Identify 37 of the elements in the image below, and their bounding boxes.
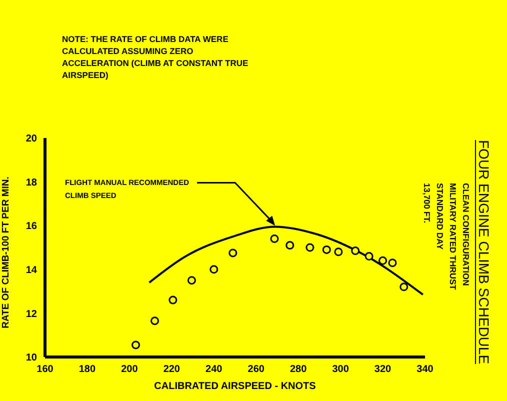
y-tick-label: 16 [26,221,38,232]
y-tick-label: 14 [26,264,38,276]
point [150,316,160,326]
x-tick-label: 220 [163,364,180,376]
point [132,340,140,350]
x-axis-title: CALIBRATED AIRSPEED - KNOTS [154,381,316,392]
text: NOTE: THE RATE OF CLIMB DATA WERE CALCULATED ASSUMING ZERO ACCELERATION (CLIMB AT CONSTANT TRUE AIRSPEED) [62,33,250,81]
x-tick-label: 180 [78,364,96,376]
y-tick-label: 12 [26,308,38,320]
point [334,248,343,256]
point [168,296,178,304]
text: FOUR ENGINE CLIMB SCHEDULE [476,140,492,364]
x-tick-label: 300 [332,364,350,376]
y-tick-label: 18 [26,177,38,188]
x-tick-label: 320 [374,364,392,376]
y-tick-label: 20 [26,134,38,145]
point [270,234,279,243]
point [388,258,397,268]
text: CLEAN CONFIGURATION MILITARY RATED THRUST STANDARD DAY 13,700 FT. [421,183,471,290]
point [351,246,360,256]
x-tick-label: 240 [206,364,223,376]
point [228,248,238,258]
point [378,256,388,265]
x-tick-label: 200 [121,364,138,376]
point [322,245,331,254]
y-tick-label: 10 [26,352,38,364]
y-axis-title: RATE OF CLIMB-100 FT PER MIN. [0,176,12,328]
point [187,276,196,285]
x-tick-label: 280 [290,364,308,376]
x-tick-label: 340 [416,364,434,376]
x-tick-label: 160 [36,364,54,376]
point [306,243,314,252]
point [364,252,374,261]
point [400,282,408,292]
point [286,241,294,250]
point [210,265,218,274]
x-tick-label: 260 [248,364,265,376]
